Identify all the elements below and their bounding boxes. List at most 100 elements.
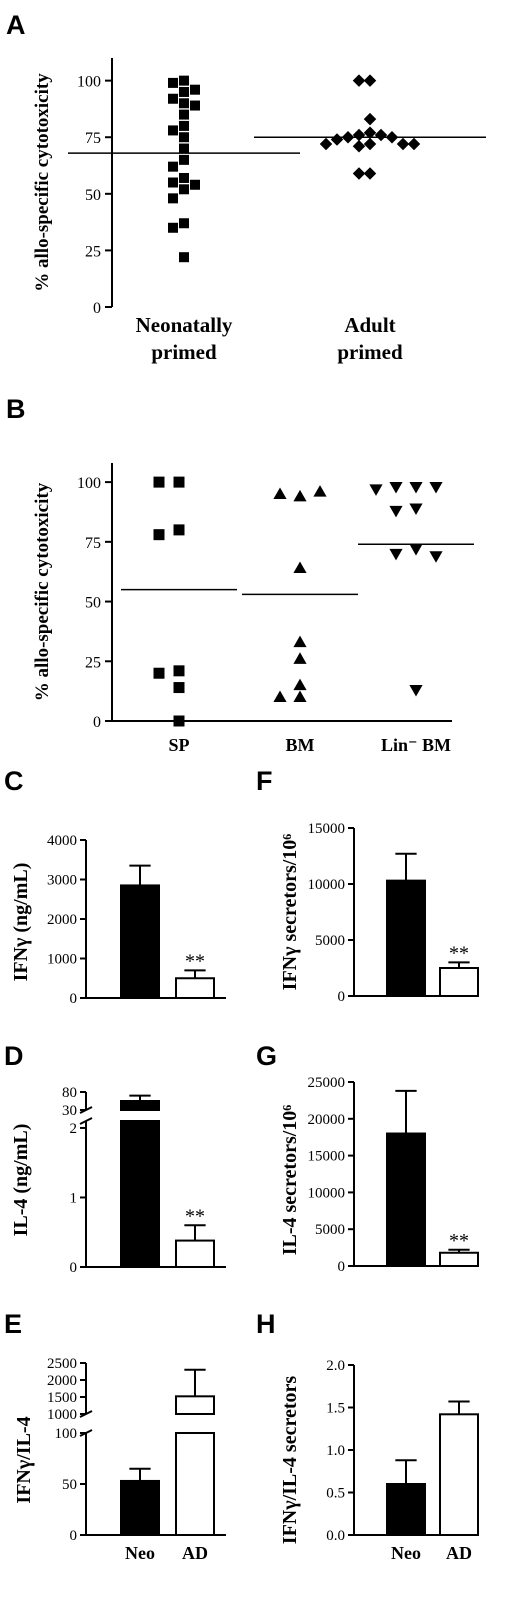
chart-d-y-tick-label: 2: [70, 1121, 78, 1137]
chart-a-point: [352, 167, 366, 180]
chart-a-y-tick-label: 100: [77, 74, 101, 91]
chart-g-y-tick-label: 0: [338, 1259, 346, 1275]
chart-d-y-tick-label: 80: [62, 1085, 77, 1101]
chart-b-point: [389, 548, 403, 561]
chart-a-point: [352, 140, 366, 153]
chart-c-y-tick-label: 2000: [47, 912, 77, 928]
chart-a-y-tick-label: 75: [85, 130, 101, 147]
chart-a-point: [179, 172, 189, 183]
chart-b-point: [409, 481, 423, 494]
chart-f-y-label: IFNγ secretors/10⁶: [279, 834, 301, 991]
chart-a-point: [363, 74, 377, 87]
chart-a-point: [190, 84, 200, 95]
chart-c-y-tick-label: 0: [70, 991, 78, 1007]
chart-a-category-label: primed: [151, 340, 217, 364]
chart-e-bar: [120, 1479, 160, 1536]
panel-letter-g: G: [256, 1041, 277, 1071]
chart-g-bar: [439, 1251, 479, 1267]
chart-e-y-tick-label: 1000: [47, 1407, 77, 1423]
chart-d-bar: [120, 1120, 160, 1268]
chart-b-y-tick-label: 25: [85, 654, 101, 671]
chart-b-category-label: BM: [286, 735, 315, 755]
chart-b-point: [389, 481, 403, 494]
chart-a-point: [179, 154, 189, 165]
chart-a-category-label: Adult: [344, 313, 395, 337]
chart-a-point: [179, 132, 189, 143]
chart-b-point: [273, 690, 287, 703]
chart-b-y-tick-label: 50: [85, 595, 101, 612]
chart-d-y-tick-label: 30: [62, 1103, 77, 1119]
chart-f-y-tick-label: 10000: [308, 877, 346, 893]
chart-b-point: [313, 485, 327, 497]
chart-e-bar-gap: [174, 1415, 216, 1432]
chart-b-point: [389, 505, 403, 518]
chart-h-category-label: Neo: [391, 1543, 421, 1563]
chart-b-point: [293, 690, 307, 703]
chart-c-bar: [175, 977, 215, 999]
panel-letter-a: A: [6, 10, 26, 40]
chart-a-category-label: primed: [337, 340, 403, 364]
chart-f-bar: [439, 967, 479, 997]
panel-letter-e: E: [4, 1309, 22, 1339]
chart-a-point: [179, 218, 189, 229]
chart-e-category-label: Neo: [125, 1543, 155, 1563]
chart-b-point: [153, 476, 165, 488]
chart-g-y-tick-label: 15000: [308, 1149, 346, 1165]
chart-b-point: [293, 489, 307, 502]
chart-b-point: [153, 667, 165, 679]
chart-e-y-tick-label: 2500: [47, 1356, 77, 1372]
chart-a-point: [407, 137, 421, 151]
chart-a-point: [363, 167, 377, 180]
chart-h-y-tick-label: 0.0: [326, 1528, 345, 1544]
chart-a-point: [352, 74, 366, 87]
chart-h-y-tick-label: 1.5: [326, 1401, 345, 1417]
chart-a-y-label: % allo-specific cytotoxicity: [32, 73, 53, 292]
chart-b-point: [173, 682, 185, 694]
chart-h-bar: [386, 1483, 426, 1536]
chart-d-axis-break: [79, 1117, 93, 1125]
chart-c-y-tick-label: 1000: [47, 952, 77, 968]
chart-f-y-tick-label: 5000: [315, 933, 345, 949]
chart-c-y-tick-label: 3000: [47, 873, 77, 889]
chart-d-y-label: IL-4 (ng/mL): [10, 1124, 32, 1237]
chart-h-y-label: IFNγ/IL-4 secretors: [279, 1376, 301, 1545]
chart-d-y-tick-label: 1: [70, 1190, 78, 1206]
chart-b-y-label: % allo-specific cytotoxicity: [32, 482, 53, 701]
chart-b-point: [429, 481, 443, 494]
chart-a-point: [168, 77, 178, 88]
chart-e-y-tick-label: 100: [55, 1426, 78, 1442]
chart-b-point: [173, 524, 185, 536]
chart-h-category-label: AD: [446, 1543, 472, 1563]
chart-a-point: [179, 98, 189, 109]
chart-d-bar: [175, 1239, 215, 1268]
chart-b-point: [293, 652, 307, 664]
chart-a-point: [190, 100, 200, 111]
chart-a-point: [179, 252, 189, 263]
chart-h-y-tick-label: 0.5: [326, 1486, 345, 1502]
chart-g-bar: [386, 1132, 426, 1268]
chart-d-bar-gap: [119, 1111, 161, 1120]
chart-a-point: [374, 128, 388, 142]
chart-a-point: [352, 128, 366, 142]
chart-g-significance: **: [449, 1230, 469, 1252]
chart-a-point: [168, 222, 178, 233]
chart-b-point: [173, 476, 185, 488]
chart-a-point: [190, 179, 200, 190]
chart-a-point: [179, 109, 189, 120]
chart-c-y-label: IFNγ (ng/mL): [10, 863, 32, 982]
chart-c-bar: [120, 884, 160, 999]
chart-a-point: [168, 177, 178, 188]
panel-letter-f: F: [256, 766, 273, 796]
chart-a-y-tick-label: 50: [85, 187, 101, 204]
chart-b-point: [369, 484, 383, 496]
chart-c-y-tick-label: 4000: [47, 833, 77, 849]
chart-g-y-tick-label: 5000: [315, 1222, 345, 1238]
chart-e-bar-upper: [175, 1395, 215, 1415]
chart-f-bar: [386, 879, 426, 998]
chart-g-y-tick-label: 10000: [308, 1185, 346, 1201]
chart-b-point: [173, 665, 185, 677]
chart-f-significance: **: [449, 942, 469, 964]
chart-f-y-tick-label: 0: [338, 989, 346, 1005]
chart-h-y-tick-label: 1.0: [326, 1443, 345, 1459]
chart-b-category-label: SP: [168, 735, 189, 755]
